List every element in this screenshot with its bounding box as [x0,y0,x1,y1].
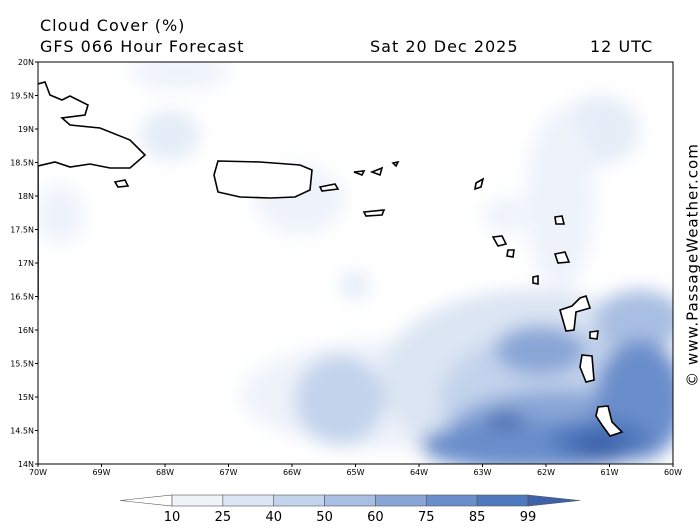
island [533,276,538,284]
island [590,331,598,339]
colorbar-label: 60 [367,510,384,525]
colorbar-segment [375,495,426,506]
subtitle: GFS 066 Hour Forecast [40,37,245,56]
x-tick-label: 67W [219,468,237,477]
y-tick-label: 16.5N [10,293,34,302]
y-tick-label: 19N [18,125,34,134]
colorbar-max [528,495,580,506]
colorbar-label: 25 [215,510,232,525]
date: Sat 20 Dec 2025 [370,37,519,56]
colorbar-label: 99 [520,510,537,525]
x-tick-label: 63W [473,468,491,477]
y-tick-label: 14.5N [10,427,34,436]
x-tick-label: 60W [664,468,682,477]
x-tick-label: 64W [410,468,428,477]
y-tick-label: 19.5N [10,92,34,101]
y-tick-label: 18N [18,192,34,201]
st-croix [364,210,384,216]
title: Cloud Cover (%) [40,16,185,35]
x-tick-label: 68W [156,468,174,477]
puerto-rico [214,161,312,198]
colorbar-segment [274,495,325,506]
y-tick-label: 16N [18,326,34,335]
colorbar-segment [223,495,274,506]
credit: © www.PassageWeather.com [684,143,700,387]
x-tick-label: 61W [600,468,618,477]
colorbar-label: 85 [469,510,486,525]
y-tick-label: 15N [18,393,34,402]
island [555,216,564,224]
colorbar: 10 25 40 50 60 75 85 99 [120,495,580,525]
island [115,180,128,187]
y-tick-label: 15.5N [10,360,34,369]
x-tick-label: 70W [29,468,47,477]
colorbar-min [120,495,172,506]
time: 12 UTC [590,37,653,56]
x-tick-label: 66W [283,468,301,477]
y-tick-label: 14N [18,460,34,469]
y-tick-label: 20N [18,58,34,67]
colorbar-segment [172,495,223,506]
colorbar-label: 75 [418,510,435,525]
colorbar-segment [325,495,376,506]
colorbar-segment [426,495,477,506]
colorbar-label: 50 [316,510,333,525]
y-tick-label: 18.5N [10,159,34,168]
y-tick-label: 17.5N [10,226,34,235]
island [507,250,514,257]
x-tick-label: 62W [537,468,555,477]
y-tick-label: 17N [18,259,34,268]
colorbar-label: 10 [164,510,181,525]
colorbar-label: 40 [265,510,282,525]
map [35,54,685,470]
x-tick-label: 69W [92,468,110,477]
x-tick-label: 65W [346,468,364,477]
colorbar-segment [477,495,528,506]
